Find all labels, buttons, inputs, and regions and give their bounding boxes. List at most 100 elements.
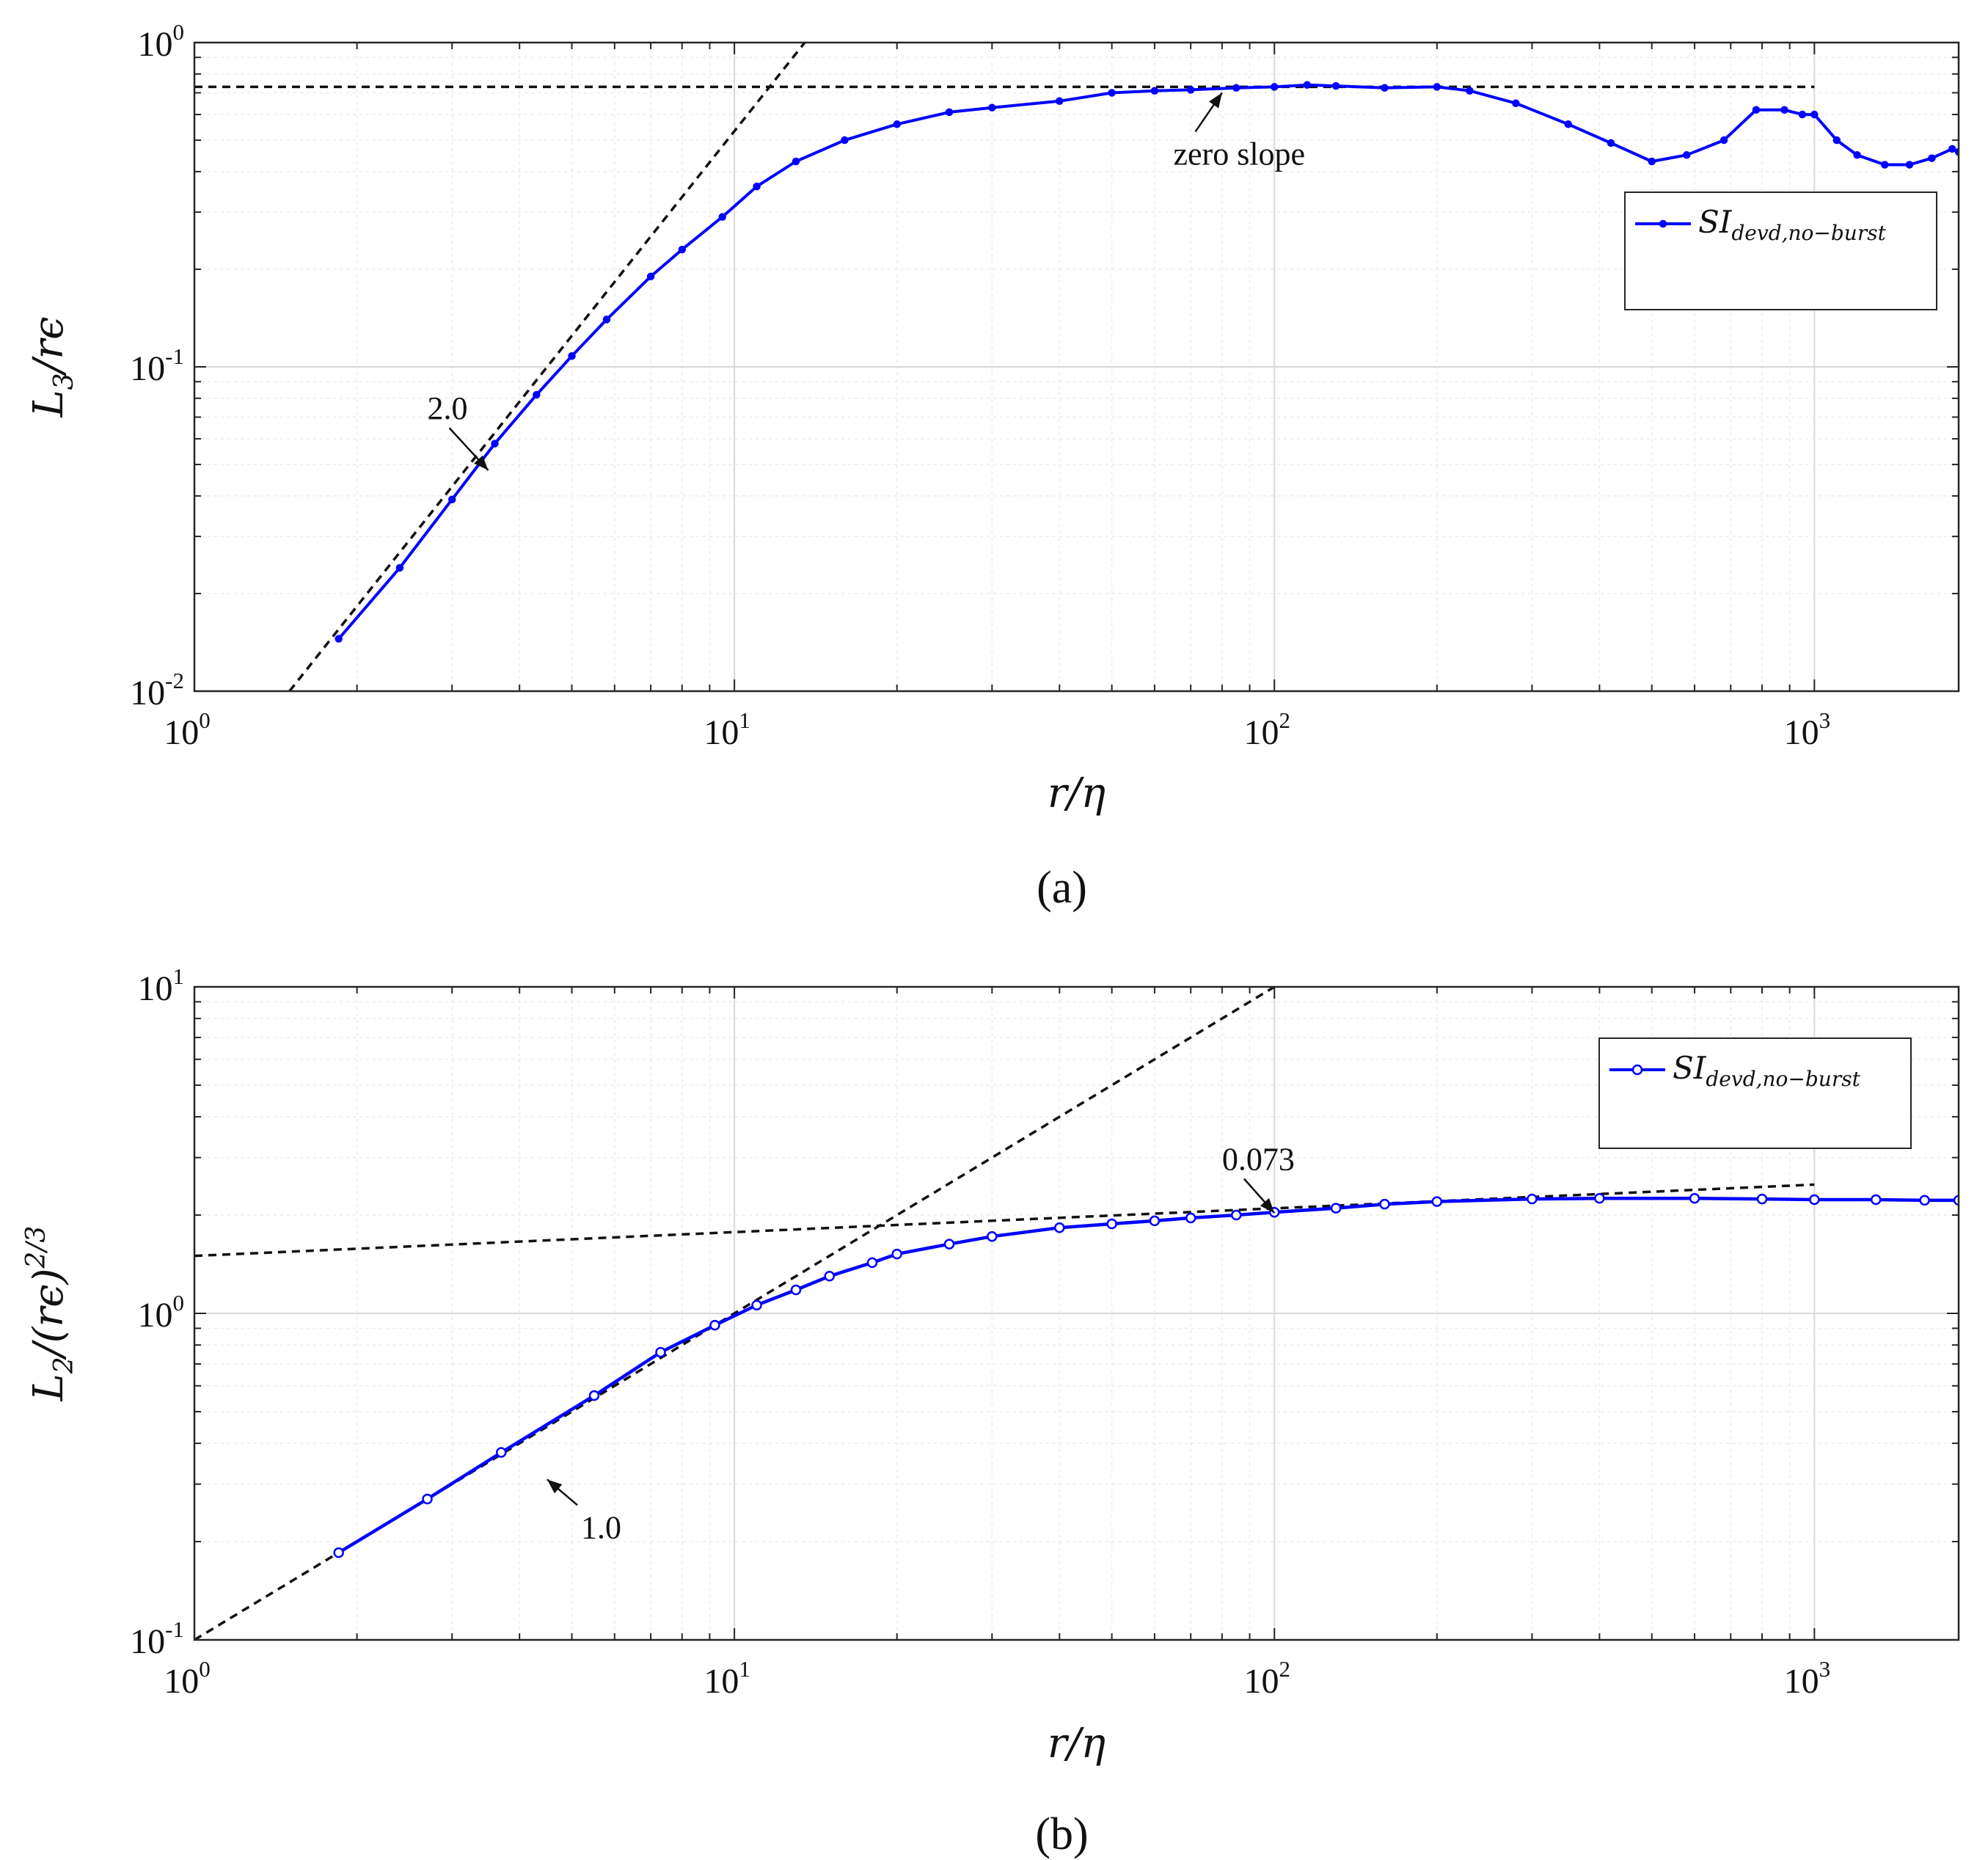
data-point — [1809, 1194, 1820, 1206]
data-point — [1303, 81, 1312, 90]
data-point — [866, 1257, 878, 1269]
series-a — [335, 81, 1959, 643]
arrow-head-icon — [474, 455, 489, 470]
data-point — [1798, 110, 1807, 119]
x-ticks-b: 100 101 102 103 — [164, 1656, 1830, 1701]
arrow-head-icon — [1208, 92, 1222, 109]
plot-frame-a — [193, 41, 1960, 693]
annotations-b: 1.0 0.073 — [547, 1141, 1295, 1545]
data-point — [1270, 83, 1279, 91]
data-point — [1564, 120, 1572, 128]
data-point — [1186, 86, 1195, 94]
data-point — [1185, 1212, 1196, 1224]
legend-marker — [1631, 1064, 1643, 1076]
arrow-head-icon — [547, 1479, 563, 1494]
legend-entry: SIdevd,no−burst — [1673, 1050, 1861, 1091]
data-point — [1231, 1209, 1242, 1221]
y-tick-label: 10-1 — [130, 343, 184, 388]
data-point — [718, 213, 726, 221]
data-point — [1752, 106, 1761, 114]
panel-label-a: (a) — [1037, 863, 1087, 913]
data-point — [1466, 87, 1474, 95]
data-point — [751, 1299, 762, 1310]
data-point — [1919, 1195, 1930, 1206]
data-point — [1928, 154, 1936, 162]
x-tick-label: 101 — [704, 707, 750, 752]
grid-a — [194, 42, 1959, 692]
annotation-label: zero slope — [1174, 136, 1306, 172]
data-point — [891, 1248, 902, 1260]
y-tick-label: 10-2 — [130, 668, 184, 712]
annotations-a: 2.0 zero slope — [428, 92, 1306, 471]
data-point — [1150, 87, 1159, 95]
data-point — [422, 1493, 433, 1505]
series-line — [337, 83, 1959, 641]
y-tick-label: 10-1 — [130, 1616, 184, 1661]
y-tick-label: 100 — [138, 1290, 185, 1335]
data-point — [333, 1547, 344, 1558]
data-point — [1149, 1215, 1161, 1227]
data-point — [568, 351, 576, 360]
data-point — [588, 1390, 600, 1401]
x-axis-label-a: r/η — [1048, 770, 1106, 817]
arrow-head-icon — [1260, 1197, 1275, 1214]
data-point — [1379, 1198, 1390, 1210]
data-point — [709, 1319, 720, 1331]
annotation-label: 1.0 — [581, 1509, 621, 1545]
data-point — [655, 1346, 666, 1358]
legend-a: SIdevd,no−burst — [1624, 192, 1937, 310]
y-ticks-a: 10-2 10-1 100 — [130, 19, 184, 712]
data-point — [945, 108, 954, 117]
annotation-label: 0.073 — [1222, 1141, 1295, 1177]
data-point — [893, 120, 901, 128]
data-point — [1108, 89, 1116, 97]
chart-panel-a: 100 101 102 103 10-2 10-1 100 2.0 zero slope S… — [25, 19, 1960, 913]
reference-line — [194, 1183, 1815, 1258]
data-point — [1780, 106, 1788, 114]
data-point — [1512, 99, 1520, 107]
reference-lines-a — [194, 43, 1815, 691]
data-point — [1810, 110, 1819, 119]
data-point — [753, 182, 761, 191]
legend-box — [1598, 1037, 1912, 1149]
data-point — [1106, 1218, 1117, 1230]
legend-entry: SIdevd,no−burst — [1698, 204, 1887, 245]
data-point — [1381, 84, 1389, 92]
data-point — [824, 1271, 835, 1282]
data-point — [1607, 139, 1615, 147]
data-point — [1330, 1203, 1342, 1214]
data-point — [1594, 1193, 1605, 1204]
x-tick-label: 100 — [164, 1656, 211, 1701]
data-point — [943, 1239, 955, 1250]
data-point — [1331, 81, 1340, 90]
panel-label-b: (b) — [1035, 1809, 1088, 1859]
data-point — [1527, 1193, 1538, 1205]
x-tick-label: 101 — [704, 1656, 750, 1701]
x-ticks-a: 100 101 102 103 — [164, 707, 1830, 752]
data-point — [1431, 1196, 1443, 1207]
legend-marker — [1659, 219, 1667, 228]
x-tick-label: 103 — [1784, 1656, 1831, 1701]
x-tick-label: 102 — [1243, 707, 1290, 752]
data-point — [496, 1447, 507, 1458]
data-point — [1682, 151, 1691, 159]
x-tick-label: 102 — [1243, 1656, 1290, 1701]
legend-b: SIdevd,no−burst — [1598, 1037, 1912, 1149]
data-point — [1689, 1193, 1700, 1204]
plot-frame-b — [193, 985, 1960, 1641]
data-point — [1056, 97, 1064, 106]
data-point — [1648, 157, 1656, 166]
data-point — [792, 157, 800, 166]
data-point — [1720, 136, 1728, 145]
y-tick-label: 100 — [138, 19, 185, 64]
data-point — [1853, 151, 1861, 159]
series-b — [333, 1193, 1959, 1558]
data-point — [395, 564, 404, 572]
data-point — [1948, 145, 1956, 153]
x-axis-label-b: r/η — [1048, 1720, 1106, 1768]
data-point — [678, 245, 687, 254]
annotation-label: 2.0 — [428, 390, 468, 426]
y-axis-label-a: L3/rϵ — [25, 316, 79, 417]
